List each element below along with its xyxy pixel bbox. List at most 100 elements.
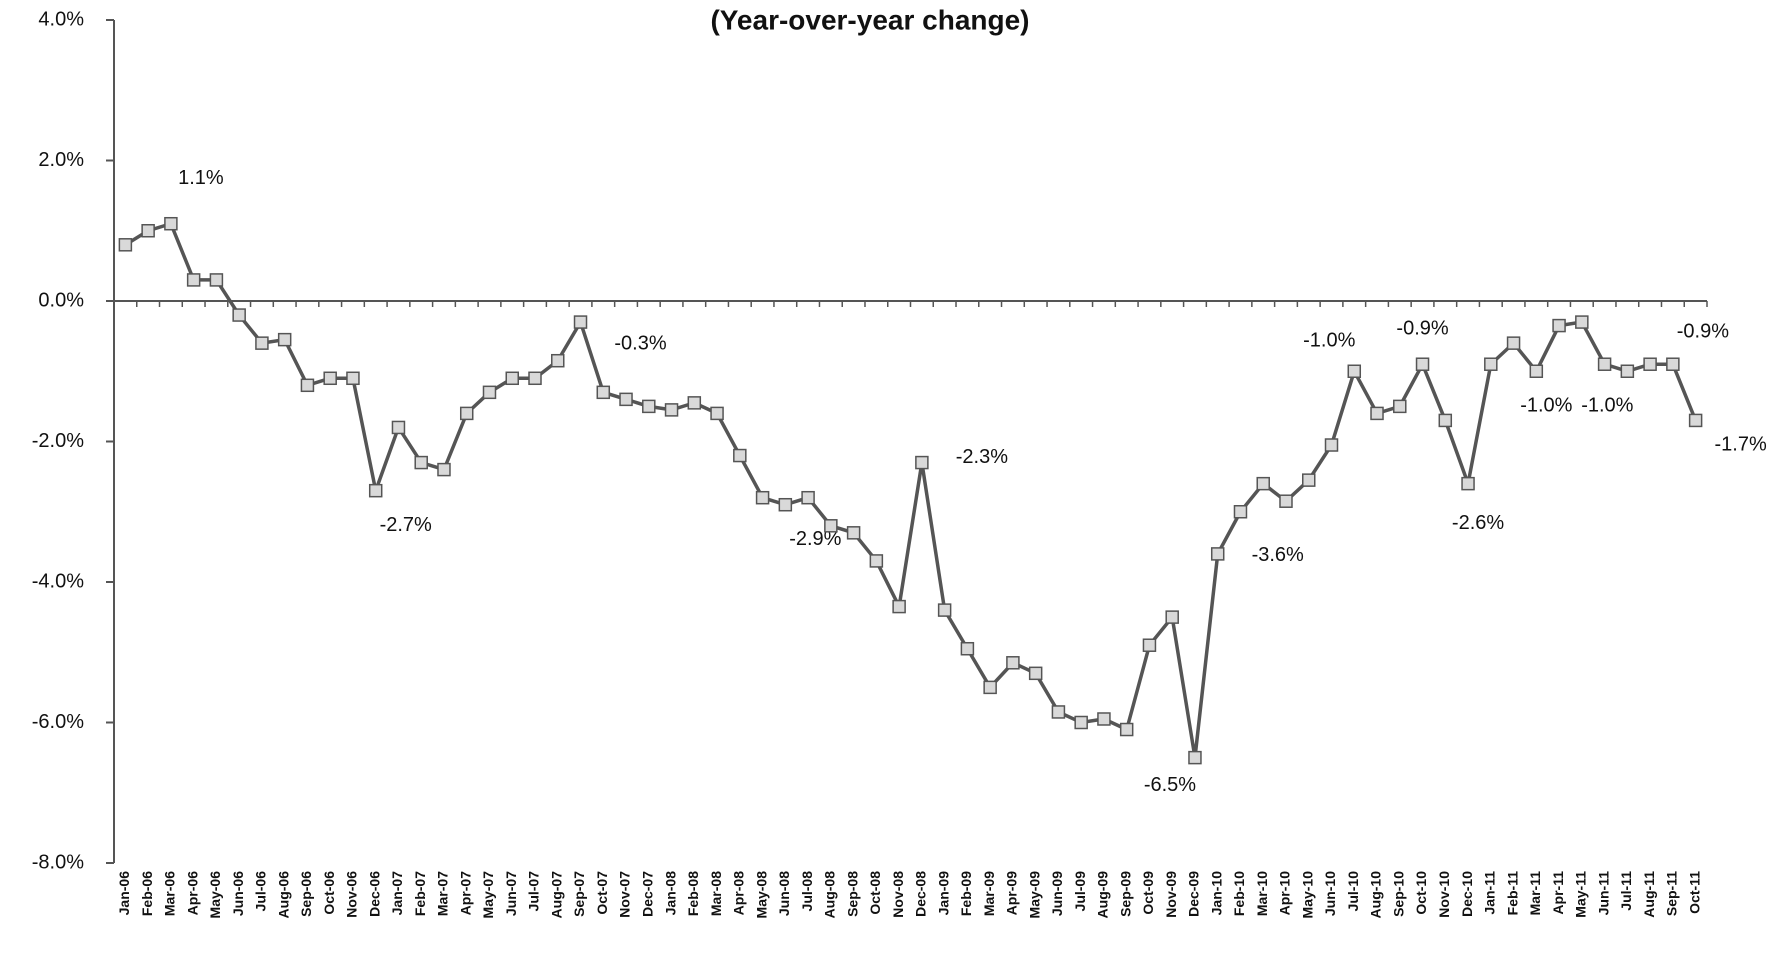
x-tick-label: Aug-11 [1641,871,1657,918]
y-tick-label: -8.0% [32,851,84,873]
x-tick-label: Jun-07 [503,871,519,916]
x-tick-label: Aug-06 [275,871,291,919]
x-tick-label: Oct-08 [867,871,883,915]
x-tick-label: Aug-10 [1368,871,1384,919]
x-tick-label: Mar-08 [708,871,724,916]
marker [733,448,747,463]
x-tick-label: Feb-10 [1231,871,1247,916]
marker [277,332,292,347]
marker [1666,357,1680,371]
marker [300,378,315,393]
marker [1051,705,1066,719]
marker [209,273,224,287]
x-tick-label: Jun-06 [230,871,246,916]
x-tick-label: Feb-11 [1504,871,1520,916]
marker [1097,712,1111,726]
marker [642,399,656,414]
marker [164,216,178,231]
marker [346,371,360,386]
marker [778,497,793,512]
marker [1620,364,1635,378]
x-tick-label: Jan-06 [116,871,132,916]
x-tick-label: Apr-08 [731,871,747,916]
x-tick-label: Feb-09 [958,871,974,916]
marker [824,519,838,533]
x-tick-label: May-07 [480,871,496,919]
marker [482,385,497,400]
marker [186,273,201,287]
marker [892,599,906,614]
marker [687,396,702,410]
marker [1688,413,1703,428]
marker [1552,318,1566,333]
x-tick-label: Jun-08 [776,871,792,916]
chart-title: (Year-over-year change) [710,4,1029,35]
x-tick-label: Dec-08 [913,871,929,917]
data-label: -2.6% [1452,512,1504,534]
x-tick-label: Jan-10 [1208,871,1224,916]
marker [1461,476,1475,491]
marker [1006,656,1020,670]
marker [869,554,884,568]
marker [118,238,133,252]
marker [1529,364,1544,378]
marker [1393,399,1407,414]
x-tick-label: Jun-10 [1322,871,1338,916]
marker [1165,610,1179,624]
x-tick-label: Jul-07 [526,871,542,912]
x-tick-label: Dec-10 [1459,871,1475,917]
x-tick-label: Oct-11 [1686,871,1702,914]
marker [255,336,269,350]
x-tick-label: May-10 [1299,871,1315,919]
x-tick-label: Jun-09 [1049,871,1065,916]
x-tick-label: Jan-08 [662,871,678,916]
data-label: -6.5% [1144,774,1196,796]
data-label: -0.9% [1396,318,1448,340]
x-tick-label: Mar-07 [435,871,451,916]
y-tick-label: -6.0% [32,711,84,733]
marker [1484,357,1498,371]
data-label: -2.9% [789,528,841,550]
series-line [124,221,1698,758]
data-label: -0.9% [1677,321,1729,343]
marker [983,680,997,695]
x-tick-label: Oct-09 [1140,871,1156,915]
marker [505,371,519,386]
marker [801,490,815,505]
marker [1256,476,1270,491]
marker [1028,666,1043,681]
marker [414,455,428,470]
marker [915,455,929,470]
marker [710,406,724,421]
x-tick-label: May-08 [753,871,769,919]
marker [1188,750,1202,765]
x-tick-label: Sep-09 [1117,871,1133,917]
x-tick-label: Sep-10 [1390,871,1406,917]
marker [755,490,770,505]
x-tick-label: Jul-10 [1345,871,1361,912]
marker [596,385,611,400]
marker [437,462,451,477]
x-tick-label: Nov-10 [1436,871,1452,918]
x-tick-label: Nov-07 [617,871,633,918]
x-tick-label: Nov-09 [1163,871,1179,918]
x-tick-label: Apr-09 [1004,871,1020,916]
marker [1415,357,1430,371]
y-tick-label: 0.0% [38,289,84,311]
marker [1324,438,1339,452]
x-tick-label: Jul-06 [253,871,269,912]
x-tick-label: May-11 [1573,871,1589,918]
x-tick-label: May-06 [207,871,223,919]
marker [1119,722,1134,737]
data-label: -3.6% [1252,544,1304,566]
marker [368,483,383,498]
marker [1575,315,1589,329]
marker [1438,413,1453,428]
marker [1597,357,1612,371]
x-tick-label: Apr-11 [1550,871,1566,915]
x-tick-label: Dec-09 [1186,871,1202,917]
x-tick-label: Jan-09 [935,871,951,916]
marker [1233,505,1248,519]
x-tick-label: Sep-08 [844,871,860,917]
